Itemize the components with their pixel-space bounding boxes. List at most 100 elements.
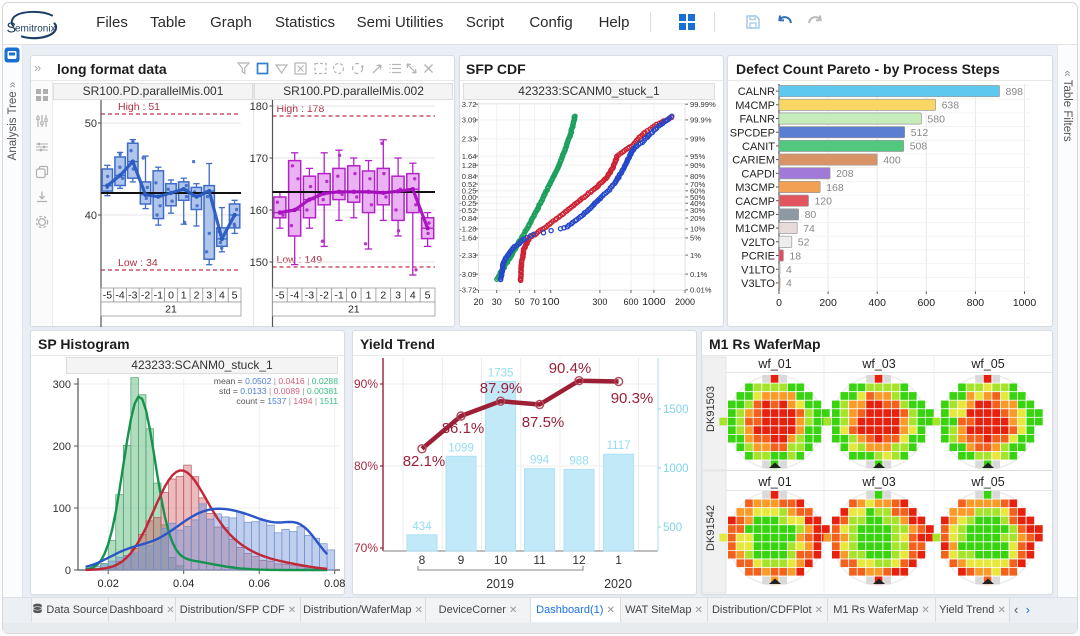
- svg-text:580: 580: [927, 113, 945, 125]
- svg-text:21: 21: [348, 304, 360, 316]
- svg-text:400: 400: [883, 154, 901, 166]
- svg-text:300: 300: [592, 297, 607, 307]
- svg-text:70: 70: [530, 297, 540, 307]
- svg-text:70%: 70%: [354, 541, 378, 555]
- svg-text:-1.28: -1.28: [459, 225, 476, 234]
- svg-text:87.9%: 87.9%: [480, 380, 523, 397]
- svg-text:emitronix: emitronix: [15, 24, 56, 35]
- svg-text:Low : 149: Low : 149: [277, 254, 323, 266]
- svg-text:180: 180: [250, 101, 268, 113]
- svg-text:1: 1: [366, 290, 372, 302]
- svg-text:90.3%: 90.3%: [611, 390, 654, 407]
- svg-text:CALNR: CALNR: [738, 86, 775, 98]
- svg-text:wf_05: wf_05: [970, 475, 1004, 489]
- svg-text:2: 2: [380, 290, 386, 302]
- svg-text:600: 600: [623, 297, 638, 307]
- svg-text:1117: 1117: [607, 440, 631, 452]
- svg-text:160: 160: [250, 205, 268, 217]
- svg-text:100: 100: [53, 503, 71, 515]
- svg-text:400: 400: [868, 297, 886, 309]
- svg-text:208: 208: [836, 168, 854, 180]
- svg-text:-1: -1: [334, 290, 343, 302]
- svg-text:87.5%: 87.5%: [522, 414, 565, 431]
- svg-text:SPCDEP: SPCDEP: [730, 127, 775, 139]
- svg-text:0: 0: [65, 565, 71, 577]
- svg-text:638: 638: [942, 100, 960, 112]
- svg-text:5: 5: [232, 290, 238, 302]
- svg-text:90.4%: 90.4%: [549, 360, 592, 377]
- svg-text:74: 74: [803, 223, 815, 235]
- svg-text:std = 0.0133 | 0.0089 | 0.0038: std = 0.0133 | 0.0089 | 0.00381: [219, 386, 338, 396]
- svg-text:0.06: 0.06: [248, 578, 269, 590]
- svg-text:-2.33: -2.33: [459, 251, 476, 260]
- svg-text:High : 178: High : 178: [277, 103, 325, 115]
- svg-text:80%: 80%: [690, 172, 705, 181]
- svg-text:1: 1: [181, 290, 187, 302]
- svg-text:0.84: 0.84: [462, 172, 477, 181]
- svg-text:0.52: 0.52: [462, 180, 477, 189]
- svg-text:2019: 2019: [486, 577, 514, 591]
- svg-text:11: 11: [533, 553, 546, 567]
- svg-text:10: 10: [494, 553, 508, 567]
- svg-text:40%: 40%: [690, 199, 705, 208]
- svg-text:-5: -5: [275, 290, 284, 302]
- svg-text:1.28: 1.28: [462, 161, 477, 170]
- svg-text:FALNR: FALNR: [740, 114, 776, 126]
- svg-text:80%: 80%: [354, 459, 378, 473]
- svg-text:10%: 10%: [690, 225, 705, 234]
- svg-text:300: 300: [53, 379, 71, 391]
- svg-text:90%: 90%: [354, 377, 378, 391]
- svg-text:1.64: 1.64: [462, 152, 477, 161]
- svg-text:-1: -1: [154, 290, 163, 302]
- svg-text:-0.25: -0.25: [459, 199, 476, 208]
- svg-text:3: 3: [206, 290, 212, 302]
- svg-text:150: 150: [250, 257, 268, 269]
- svg-text:CARIEM: CARIEM: [732, 155, 775, 167]
- svg-text:5: 5: [425, 290, 431, 302]
- svg-text:-4: -4: [290, 290, 299, 302]
- svg-text:500: 500: [663, 522, 682, 534]
- svg-text:12: 12: [572, 553, 586, 567]
- svg-text:0.04: 0.04: [173, 578, 194, 590]
- svg-text:V1LTO: V1LTO: [741, 264, 775, 276]
- svg-text:M4CMP: M4CMP: [735, 100, 775, 112]
- svg-text:99.99%: 99.99%: [690, 100, 716, 109]
- svg-text:4: 4: [786, 264, 792, 276]
- svg-text:DK91542: DK91542: [705, 505, 717, 551]
- svg-text:600: 600: [918, 297, 936, 309]
- svg-text:Low : 34: Low : 34: [118, 257, 158, 269]
- svg-text:0.01%: 0.01%: [690, 286, 712, 295]
- svg-text:1%: 1%: [690, 251, 701, 260]
- svg-text:M1CMP: M1CMP: [735, 223, 775, 235]
- svg-text:18: 18: [789, 250, 801, 262]
- svg-text:-3.09: -3.09: [459, 270, 476, 279]
- svg-text:3.09: 3.09: [462, 116, 477, 125]
- svg-text:4: 4: [219, 290, 225, 302]
- svg-text:1735: 1735: [488, 367, 514, 379]
- svg-text:512: 512: [911, 127, 929, 139]
- svg-text:CACMP: CACMP: [735, 196, 775, 208]
- svg-text:0.02: 0.02: [97, 578, 118, 590]
- svg-text:95%: 95%: [690, 152, 705, 161]
- svg-text:wf_01: wf_01: [757, 475, 791, 489]
- svg-text:200: 200: [819, 297, 837, 309]
- svg-text:2000: 2000: [675, 297, 695, 307]
- svg-text:1500: 1500: [663, 404, 689, 416]
- svg-text:-5: -5: [103, 290, 112, 302]
- svg-text:-3: -3: [128, 290, 137, 302]
- svg-text:0.1%: 0.1%: [690, 270, 708, 279]
- svg-text:434: 434: [412, 521, 432, 533]
- svg-text:mean = 0.0502 | 0.0416 | 0.028: mean = 0.0502 | 0.0416 | 0.0288: [214, 376, 338, 386]
- svg-text:80: 80: [805, 209, 817, 221]
- svg-text:30: 30: [492, 297, 502, 307]
- svg-text:wf_03: wf_03: [861, 357, 895, 371]
- svg-text:-3: -3: [305, 290, 314, 302]
- svg-text:100: 100: [542, 296, 560, 308]
- svg-text:DK91503: DK91503: [705, 386, 717, 432]
- svg-text:High : 51: High : 51: [118, 101, 160, 113]
- svg-text:898: 898: [1006, 86, 1024, 98]
- svg-text:99%: 99%: [690, 135, 705, 144]
- svg-text:M2CMP: M2CMP: [735, 210, 775, 222]
- svg-text:20: 20: [473, 297, 483, 307]
- svg-text:50: 50: [85, 118, 97, 130]
